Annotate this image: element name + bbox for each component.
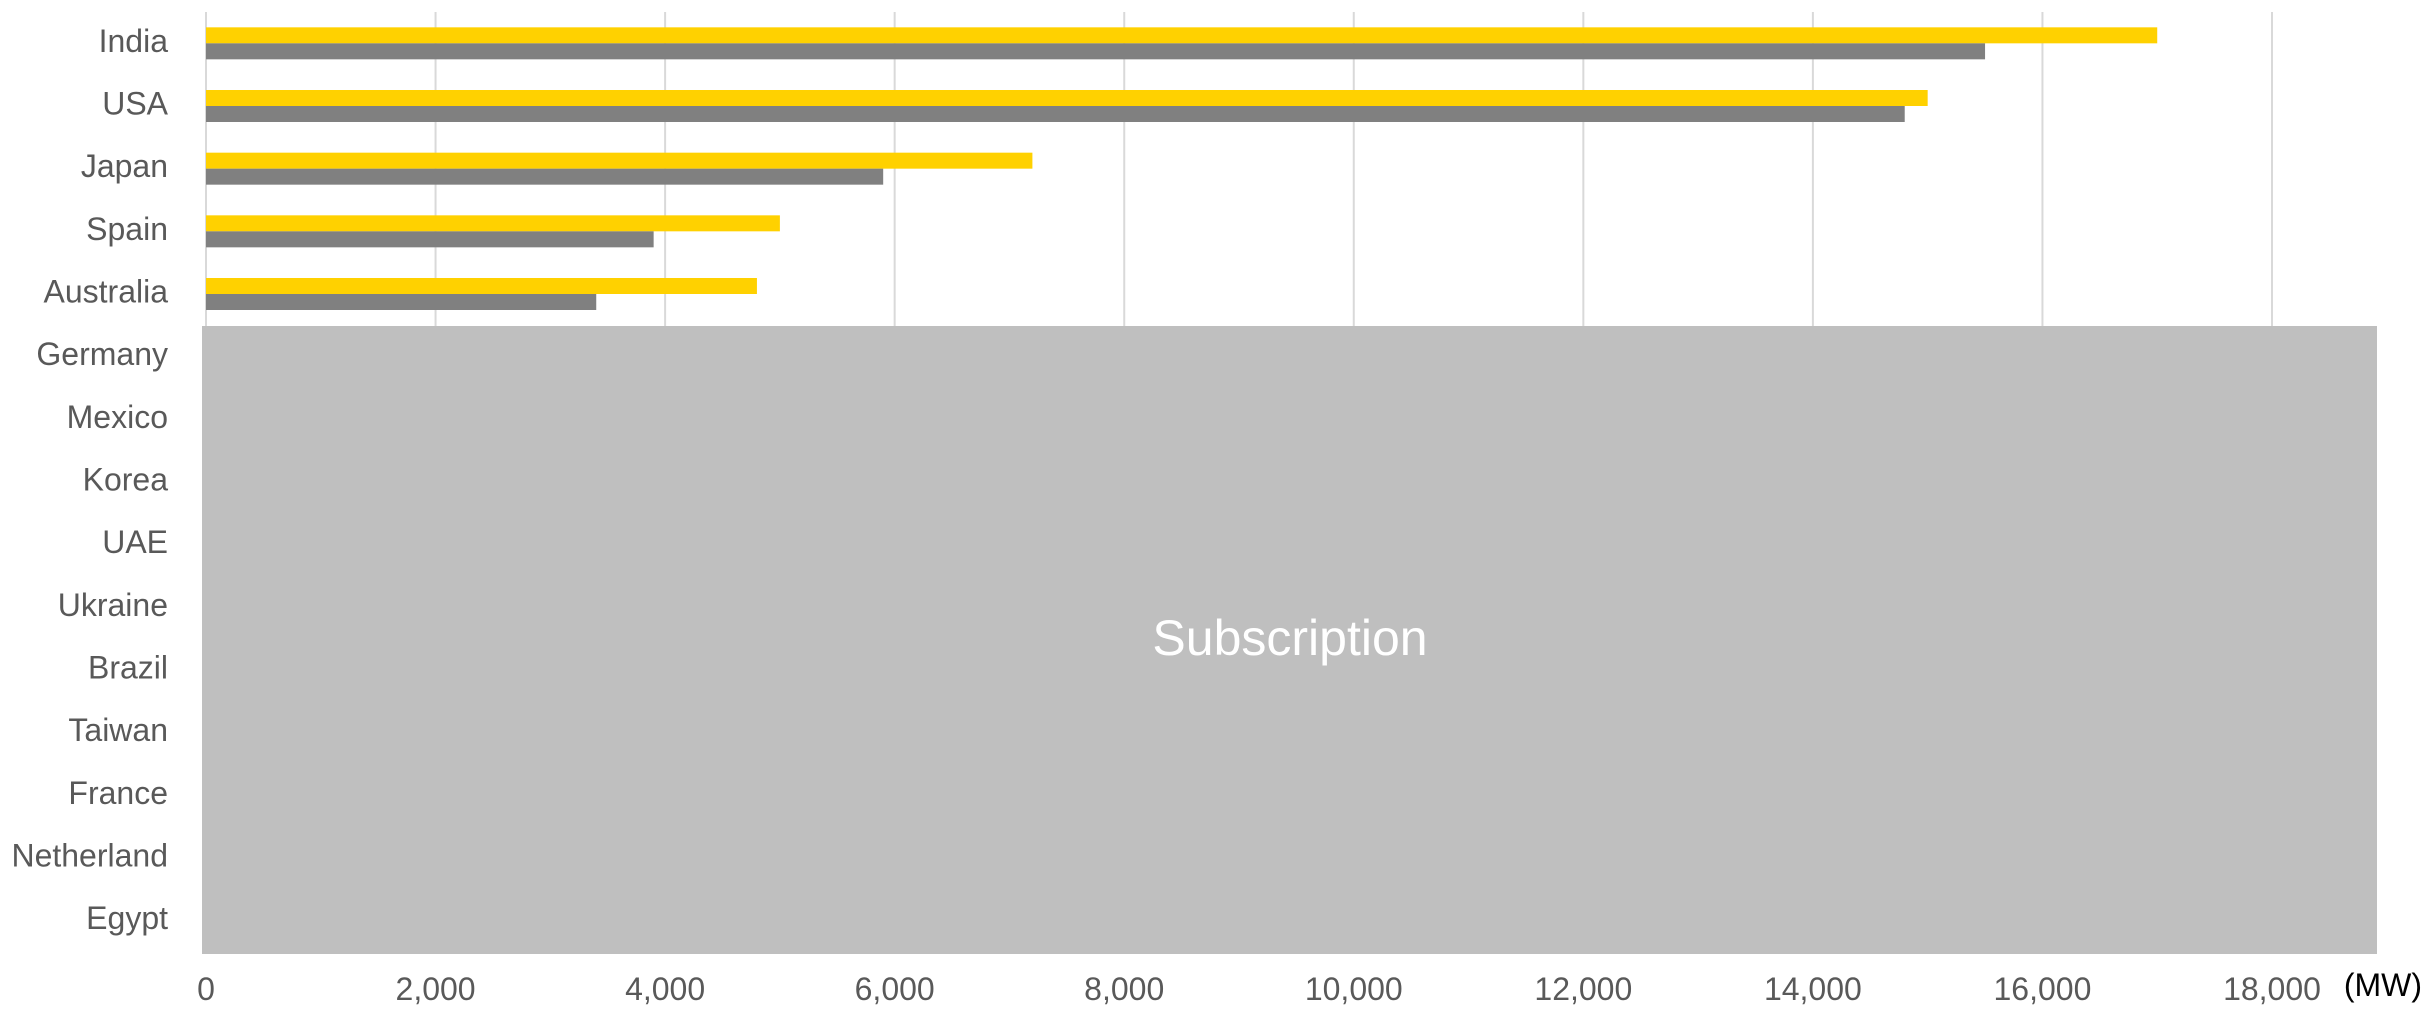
bars (206, 27, 2158, 310)
category-label-france: France (68, 775, 168, 811)
category-label-usa: USA (102, 85, 168, 121)
bar-australia-series-1 (206, 278, 757, 294)
x-tick-label-9: 18,000 (2223, 971, 2321, 1007)
bar-usa-series-1 (206, 90, 1928, 106)
bar-australia-series-2 (206, 294, 597, 310)
subscription-overlay[interactable]: Subscription (202, 326, 2377, 954)
x-tick-label-7: 14,000 (1764, 971, 1862, 1007)
bar-usa-series-2 (206, 106, 1905, 122)
category-label-mexico: Mexico (67, 399, 168, 435)
category-label-taiwan: Taiwan (68, 712, 168, 748)
bar-japan-series-2 (206, 168, 884, 185)
subscription-overlay-panel[interactable] (202, 326, 2377, 954)
x-tick-label-6: 12,000 (1534, 971, 1632, 1007)
subscription-overlay-label[interactable]: Subscription (1152, 610, 1427, 666)
category-label-ukraine: Ukraine (58, 587, 168, 623)
x-tick-label-3: 6,000 (855, 971, 935, 1007)
category-label-uae: UAE (102, 524, 168, 560)
x-tick-label-1: 2,000 (396, 971, 476, 1007)
category-label-germany: Germany (36, 336, 168, 372)
bar-india-series-1 (206, 27, 2158, 44)
x-axis-unit-label: (MW) (2344, 967, 2422, 1003)
bar-japan-series-1 (206, 152, 1033, 169)
category-labels: India USA Japan Spain Australia Germany Mexico… (11, 23, 168, 936)
category-label-india: India (99, 23, 169, 59)
category-label-japan: Japan (81, 148, 168, 184)
bar-spain-series-2 (206, 231, 654, 248)
category-label-egypt: Egypt (86, 900, 168, 936)
x-tick-label-5: 10,000 (1305, 971, 1403, 1007)
x-tick-label-8: 16,000 (1994, 971, 2092, 1007)
bar-india-series-2 (206, 43, 1986, 60)
x-tick-label-0: 0 (197, 971, 215, 1007)
x-tick-labels: 0 2,000 4,000 6,000 8,000 10,000 12,000 14,000 1… (197, 971, 2321, 1007)
x-tick-label-2: 4,000 (625, 971, 705, 1007)
category-label-australia: Australia (44, 273, 169, 309)
bar-spain-series-1 (206, 215, 780, 232)
x-tick-label-4: 8,000 (1084, 971, 1164, 1007)
category-label-spain: Spain (86, 211, 168, 247)
category-label-netherland: Netherland (11, 837, 168, 873)
category-label-brazil: Brazil (88, 649, 168, 685)
category-label-korea: Korea (83, 461, 169, 497)
